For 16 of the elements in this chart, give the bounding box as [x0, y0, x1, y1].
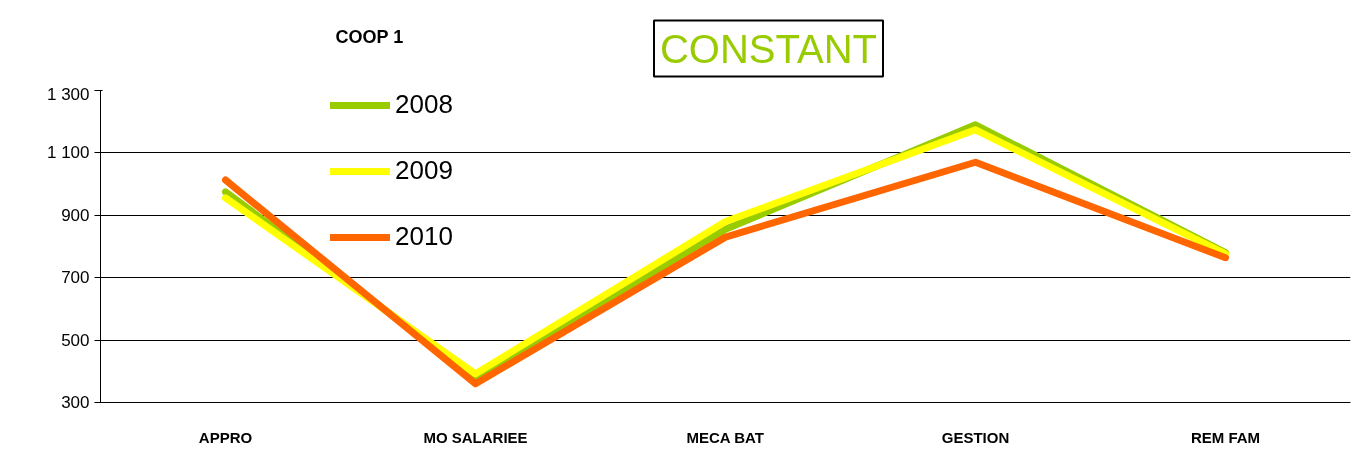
y-tick-label: 700: [61, 268, 90, 288]
y-tick-label: 300: [61, 393, 90, 412]
y-tick-label: 1 300: [46, 84, 90, 104]
y-tick-label: 1 100: [46, 143, 90, 163]
y-tick-label: 500: [61, 330, 90, 350]
chart-subtitle: CONSTANT: [659, 26, 878, 71]
x-tick-label: GESTION: [941, 428, 1010, 446]
x-tick-label: REM FAM: [1190, 428, 1261, 446]
x-tick-label: MECA BAT: [686, 428, 764, 446]
legend-label: 2010: [395, 221, 453, 252]
legend-label: 2008: [395, 89, 453, 120]
x-tick-label: MO SALARIEE: [423, 428, 528, 446]
x-tick-label: APPRO: [198, 428, 253, 446]
legend-label: 2009: [395, 155, 453, 186]
y-tick-label: 900: [61, 205, 90, 225]
chart-title: COOP 1: [335, 26, 404, 47]
